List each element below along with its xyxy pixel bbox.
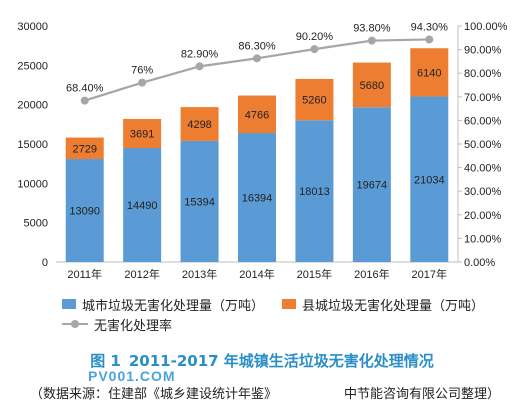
y-right-tick-label: 50.00% — [464, 139, 502, 151]
y-right-tick-label: 30.00% — [464, 186, 502, 198]
bar-county-value-label: 4298 — [187, 119, 211, 131]
bar-county-value-label: 6140 — [417, 67, 441, 79]
bar-county — [180, 107, 219, 141]
x-tick-label: 2014年 — [239, 267, 274, 281]
bar-urban-value-label: 15394 — [184, 196, 215, 208]
bar-county-value-label: 5260 — [302, 95, 326, 107]
x-tick-label: 2017年 — [412, 267, 447, 281]
bar-county — [352, 62, 391, 108]
bar-urban — [295, 120, 334, 262]
rate-value-label: 93.80% — [353, 23, 391, 35]
y-left-tick-label: 10000 — [17, 178, 48, 190]
y-right-tick-label: 20.00% — [464, 210, 502, 222]
y-left-tick-label: 15000 — [17, 139, 48, 151]
rate-value-label: 86.30% — [238, 40, 276, 52]
bar-urban — [180, 140, 219, 262]
y-left-tick-label: 0 — [42, 257, 48, 269]
bar-urban-value-label: 13090 — [69, 206, 100, 218]
bar-county-value-label: 4766 — [245, 109, 269, 121]
data-source: （数据来源：住建部《城乡建设统计年鉴》 中节能咨询有限公司整理） — [30, 383, 500, 402]
rate-value-label: 94.30% — [411, 21, 449, 33]
bar-county — [123, 118, 162, 149]
y-right-tick-label: 100.00% — [464, 21, 508, 33]
bar-urban — [410, 96, 449, 262]
legend-label-rate: 无害化处理率 — [94, 318, 173, 334]
rate-point — [138, 78, 147, 87]
x-tick-label: 2011年 — [67, 267, 102, 281]
bar-urban-value-label: 14490 — [127, 200, 158, 212]
source-right: 中节能咨询有限公司整理） — [343, 387, 500, 402]
rate-value-label: 90.20% — [296, 31, 334, 43]
bar-urban-value-label: 16394 — [242, 193, 273, 205]
x-tick-label: 2015年 — [297, 267, 332, 281]
bar-urban — [123, 148, 162, 262]
legend-item-county: 县城垃圾无害化处理量（万吨） — [282, 295, 484, 314]
legend-label-urban: 城市垃圾无害化处理量（万吨） — [82, 298, 265, 314]
figure-number: 图 1 — [90, 352, 121, 370]
bar-county — [295, 78, 334, 121]
rate-point — [80, 96, 89, 105]
chart-plot: 0 5000 10000 15000 20000 25000 30000 0.00% 10.00… — [17, 21, 508, 281]
bar-urban — [65, 159, 104, 262]
figure-caption: 图 1 2011-2017 年城镇生活垃圾无害化处理情况 — [0, 350, 524, 371]
figure-title: 2011-2017 年城镇生活垃圾无害化处理情况 — [128, 352, 434, 370]
rate-value-label: 68.40% — [66, 83, 104, 95]
bar-county — [238, 95, 276, 134]
y-right-tick-label: 0.00% — [464, 257, 495, 269]
bar-county-value-label: 2729 — [72, 143, 96, 155]
legend-item-urban: 城市垃圾无害化处理量（万吨） — [62, 295, 264, 314]
chart-legend: 城市垃圾无害化处理量（万吨） 县城垃圾无害化处理量（万吨） 无害化处理率 — [62, 294, 502, 334]
legend-label-county: 县城垃圾无害化处理量（万吨） — [302, 298, 485, 314]
legend-swatch-rate — [62, 319, 88, 329]
rate-point — [310, 45, 319, 54]
bar-urban — [352, 107, 391, 262]
bar-urban-value-label: 19674 — [357, 180, 388, 192]
y-right-tick-label: 10.00% — [464, 233, 502, 245]
y-left-tick-label: 25000 — [17, 60, 48, 72]
rate-value-label: 76% — [131, 65, 153, 77]
y-left-tick-label: 5000 — [24, 218, 48, 230]
bar-urban-value-label: 18013 — [299, 186, 330, 198]
y-right-tick-label: 90.00% — [464, 45, 502, 57]
bar-county-value-label: 5680 — [360, 80, 384, 92]
rate-point — [425, 35, 434, 44]
y-left-tick-label: 30000 — [17, 21, 48, 33]
y-right-tick-label: 40.00% — [464, 163, 502, 175]
bar-county-value-label: 3691 — [130, 128, 154, 140]
bar-urban — [238, 133, 276, 262]
x-tick-label: 2013年 — [182, 267, 217, 281]
rate-point — [253, 54, 261, 63]
rate-value-label: 82.90% — [181, 48, 219, 60]
legend-item-rate: 无害化处理率 — [62, 315, 172, 334]
rate-point — [195, 62, 204, 71]
y-right-tick-label: 80.00% — [464, 68, 502, 80]
watermark: PV001.COM — [88, 368, 176, 384]
bar-urban-value-label: 21034 — [414, 174, 445, 186]
y-left-tick-label: 20000 — [17, 100, 48, 112]
y-right-tick-label: 70.00% — [464, 92, 502, 104]
y-right-tick-label: 60.00% — [464, 115, 502, 127]
source-left: （数据来源：住建部《城乡建设统计年鉴》 — [30, 387, 278, 402]
bar-county — [410, 48, 449, 97]
rate-point — [367, 36, 376, 45]
x-tick-label: 2012年 — [124, 267, 159, 281]
x-tick-label: 2016年 — [354, 267, 389, 281]
bar-county — [65, 137, 104, 160]
legend-swatch-urban — [62, 299, 76, 309]
legend-swatch-county — [282, 299, 297, 309]
